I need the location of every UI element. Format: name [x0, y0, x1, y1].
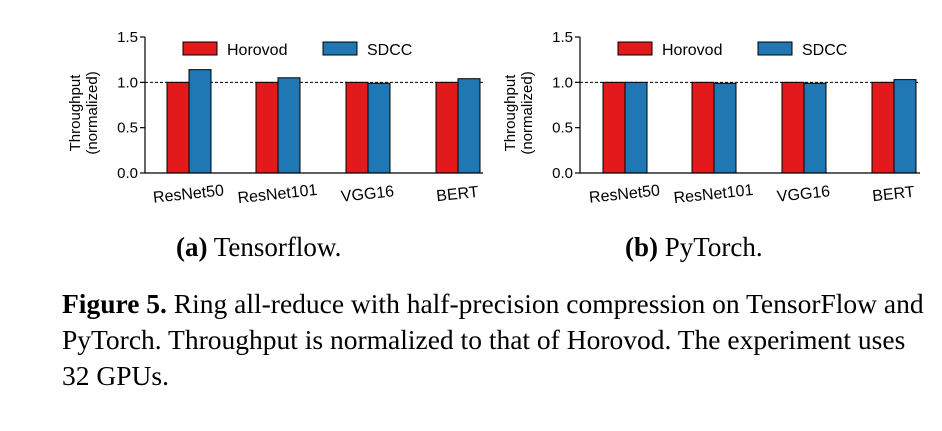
- bar-horovod-vgg16: [345, 81, 369, 174]
- subcaption-a-text: Tensorflow.: [207, 232, 342, 262]
- category-label-vgg16: VGG16: [340, 183, 395, 205]
- bar-sdcc-resnet50: [188, 69, 212, 174]
- legend-label-sdcc: SDCC: [367, 42, 412, 59]
- y-tick-label: 0.0: [117, 165, 138, 182]
- category-label-resnet101: ResNet101: [673, 182, 754, 207]
- bar-sdcc-vgg16: [367, 82, 391, 174]
- bar-horovod-resnet50: [602, 81, 626, 174]
- bar-horovod-vgg16: [781, 81, 805, 174]
- bar-horovod-bert: [435, 81, 459, 174]
- category-label-vgg16: VGG16: [776, 183, 831, 205]
- bar-horovod-resnet50: [166, 81, 190, 174]
- y-axis-label-line: (normalized): [519, 71, 536, 154]
- legend-swatch-sdcc: [322, 41, 358, 56]
- bar-sdcc-bert: [893, 79, 917, 174]
- subcaption-b: (b) PyTorch.: [625, 232, 763, 263]
- y-axis-label: Throughput(normalized): [502, 71, 536, 154]
- figure-charts: ResNet50 ResNet101 VGG16 BERT 0.0 0.5 1.0 1.5 Th…: [67, 29, 920, 207]
- legend-swatch-horovod: [617, 41, 653, 56]
- legend-label-horovod: Horovod: [227, 42, 287, 59]
- bar-sdcc-resnet101: [713, 82, 737, 174]
- bar-sdcc-resnet101: [277, 77, 301, 174]
- y-tick-label: 1.0: [117, 74, 138, 91]
- y-axis-label-line: Throughput: [502, 74, 519, 152]
- subcaption-a-label: (a): [176, 232, 208, 262]
- subcaption-b-text: PyTorch.: [658, 232, 763, 262]
- y-tick-label: 1.0: [552, 74, 573, 91]
- category-label-bert: BERT: [872, 184, 916, 205]
- category-label-resnet101: ResNet101: [237, 182, 318, 207]
- y-tick-label: 0.5: [117, 120, 138, 137]
- subcaption-b-label: (b): [625, 232, 658, 262]
- category-label-resnet50: ResNet50: [588, 182, 661, 206]
- bar-sdcc-vgg16: [803, 82, 827, 174]
- chart-pytorch: ResNet50 ResNet101 VGG16 BERT 0.0 0.5 1.0 1.5 Th…: [502, 29, 920, 207]
- y-axis-label-line: (normalized): [84, 71, 101, 154]
- legend-label-horovod: Horovod: [662, 42, 722, 59]
- bar-horovod-resnet101: [255, 81, 279, 174]
- category-label-resnet50: ResNet50: [152, 182, 225, 206]
- bar-sdcc-bert: [457, 78, 481, 174]
- bar-sdcc-resnet50: [624, 81, 648, 174]
- category-label-bert: BERT: [436, 184, 480, 205]
- bar-horovod-bert: [871, 81, 895, 174]
- bar-horovod-resnet101: [691, 81, 715, 174]
- legend-swatch-horovod: [182, 41, 218, 56]
- figure-caption: Figure 5. Ring all-reduce with half-prec…: [62, 286, 932, 394]
- y-axis-label-line: Throughput: [67, 74, 84, 152]
- y-axis-label: Throughput(normalized): [67, 71, 101, 154]
- caption-text: Ring all-reduce with half-precision comp…: [62, 288, 924, 391]
- y-tick-label: 0.5: [552, 120, 573, 137]
- chart-tensorflow: ResNet50 ResNet101 VGG16 BERT 0.0 0.5 1.0 1.5 Th…: [67, 29, 483, 207]
- y-tick-label: 1.5: [552, 29, 573, 46]
- legend-label-sdcc: SDCC: [802, 42, 847, 59]
- subcaption-a: (a) Tensorflow.: [176, 232, 341, 263]
- y-tick-label: 0.0: [552, 165, 573, 182]
- y-tick-label: 1.5: [117, 29, 138, 46]
- caption-label: Figure 5.: [62, 288, 167, 319]
- legend-swatch-sdcc: [757, 41, 793, 56]
